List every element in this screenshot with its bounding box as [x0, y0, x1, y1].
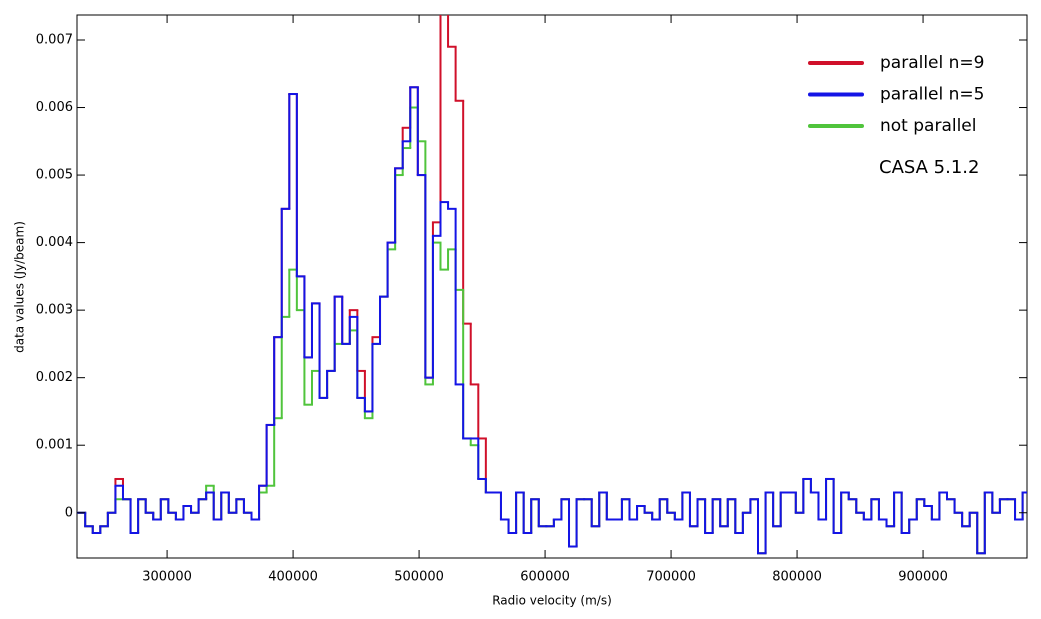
x-tick-label: 600000 [520, 570, 570, 585]
legend-label: not parallel [880, 116, 977, 136]
y-tick-label: 0.007 [36, 32, 73, 47]
x-tick-label: 500000 [394, 570, 444, 585]
x-tick-label: 300000 [142, 570, 192, 585]
y-tick-label: 0.002 [36, 370, 73, 385]
step-connector [84, 87, 1024, 554]
y-tick-label: 0.005 [36, 168, 73, 183]
series-layer [77, 15, 1027, 555]
plot-frame [76, 14, 1028, 559]
y-tick-label: 0 [65, 505, 73, 520]
x-tick-label: 800000 [772, 570, 822, 585]
y-tick-label: 0.001 [36, 438, 73, 453]
x-tick-label: 400000 [268, 570, 318, 585]
x-tick-label: 900000 [898, 570, 948, 585]
y-tick-label: 0.004 [36, 235, 73, 250]
legend-label: parallel n=9 [880, 53, 984, 73]
annotation: CASA 5.1.2 [879, 157, 979, 178]
x-axis-label: Radio velocity (m/s) [492, 594, 612, 608]
legend-label: parallel n=5 [880, 85, 984, 105]
y-axis-label: data values (Jy/beam) [13, 221, 27, 353]
y-tick-label: 0.003 [36, 303, 73, 318]
y-tick-label: 0.006 [36, 100, 73, 115]
x-tick-label: 700000 [646, 570, 696, 585]
